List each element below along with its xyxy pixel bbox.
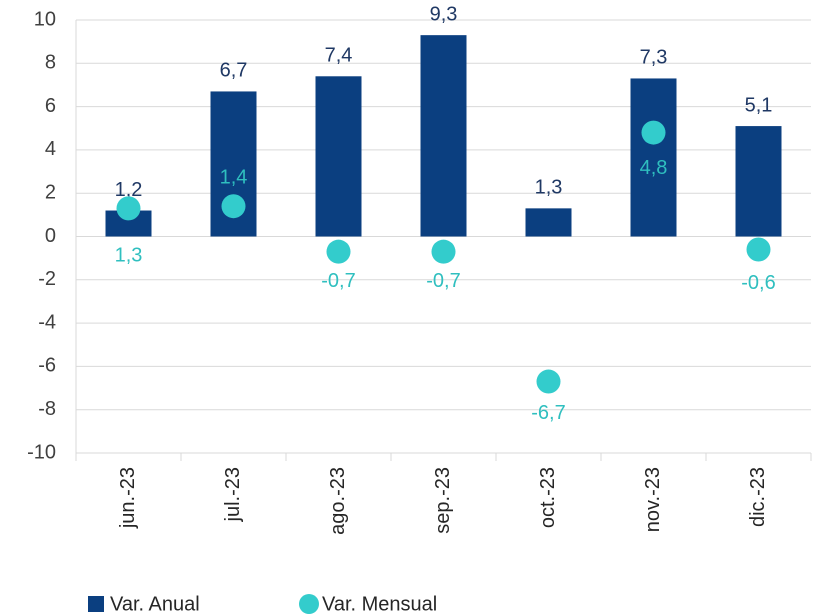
bar-value-label: 7,4 xyxy=(325,45,353,67)
y-tick-label: 2 xyxy=(45,181,56,203)
point xyxy=(431,239,456,264)
legend-swatch xyxy=(88,596,104,612)
legend-label: Var. Mensual xyxy=(322,593,437,615)
point xyxy=(116,196,141,221)
y-tick-label: -6 xyxy=(38,355,56,377)
bar xyxy=(735,126,782,237)
x-tick-label: jun.-23 xyxy=(117,467,139,529)
point-value-label: -6,7 xyxy=(531,402,565,424)
point xyxy=(221,194,246,219)
bar xyxy=(630,78,677,237)
x-tick-label: jul.-23 xyxy=(222,467,244,522)
bar xyxy=(525,208,572,237)
x-tick-label: oct.-23 xyxy=(537,467,559,528)
y-tick-label: 8 xyxy=(45,52,56,74)
point xyxy=(641,120,666,145)
y-tick-label: -10 xyxy=(27,441,56,463)
y-tick-label: 4 xyxy=(45,138,56,160)
y-tick-label: -2 xyxy=(38,268,56,290)
legend-label: Var. Anual xyxy=(110,593,200,615)
x-tick-label: sep.-23 xyxy=(432,467,454,534)
point-value-label: -0,6 xyxy=(741,272,775,294)
point-value-label: 1,4 xyxy=(220,166,248,188)
bar xyxy=(315,76,362,237)
y-tick-label: 6 xyxy=(45,95,56,117)
bar-value-label: 1,2 xyxy=(115,179,143,201)
point xyxy=(746,237,771,262)
point xyxy=(326,239,351,264)
x-tick-label: nov.-23 xyxy=(642,467,664,532)
point xyxy=(536,369,561,394)
legend-swatch xyxy=(299,594,319,614)
bar-value-label: 5,1 xyxy=(745,94,773,116)
point-value-label: -0,7 xyxy=(321,270,355,292)
point-value-label: -0,7 xyxy=(426,270,460,292)
bar xyxy=(420,35,467,237)
bar-value-label: 1,3 xyxy=(535,177,563,199)
bar-value-label: 6,7 xyxy=(220,60,248,82)
y-tick-label: 10 xyxy=(34,8,56,30)
y-tick-label: 0 xyxy=(45,225,56,247)
bar-value-label: 7,3 xyxy=(640,47,668,69)
x-tick-label: dic.-23 xyxy=(747,467,769,527)
x-tick-label: ago.-23 xyxy=(327,467,349,535)
y-tick-label: -4 xyxy=(38,311,56,333)
bar-value-label: 9,3 xyxy=(430,3,458,25)
point-value-label: 1,3 xyxy=(115,245,143,267)
y-tick-label: -8 xyxy=(38,398,56,420)
point-value-label: 4,8 xyxy=(640,157,668,179)
